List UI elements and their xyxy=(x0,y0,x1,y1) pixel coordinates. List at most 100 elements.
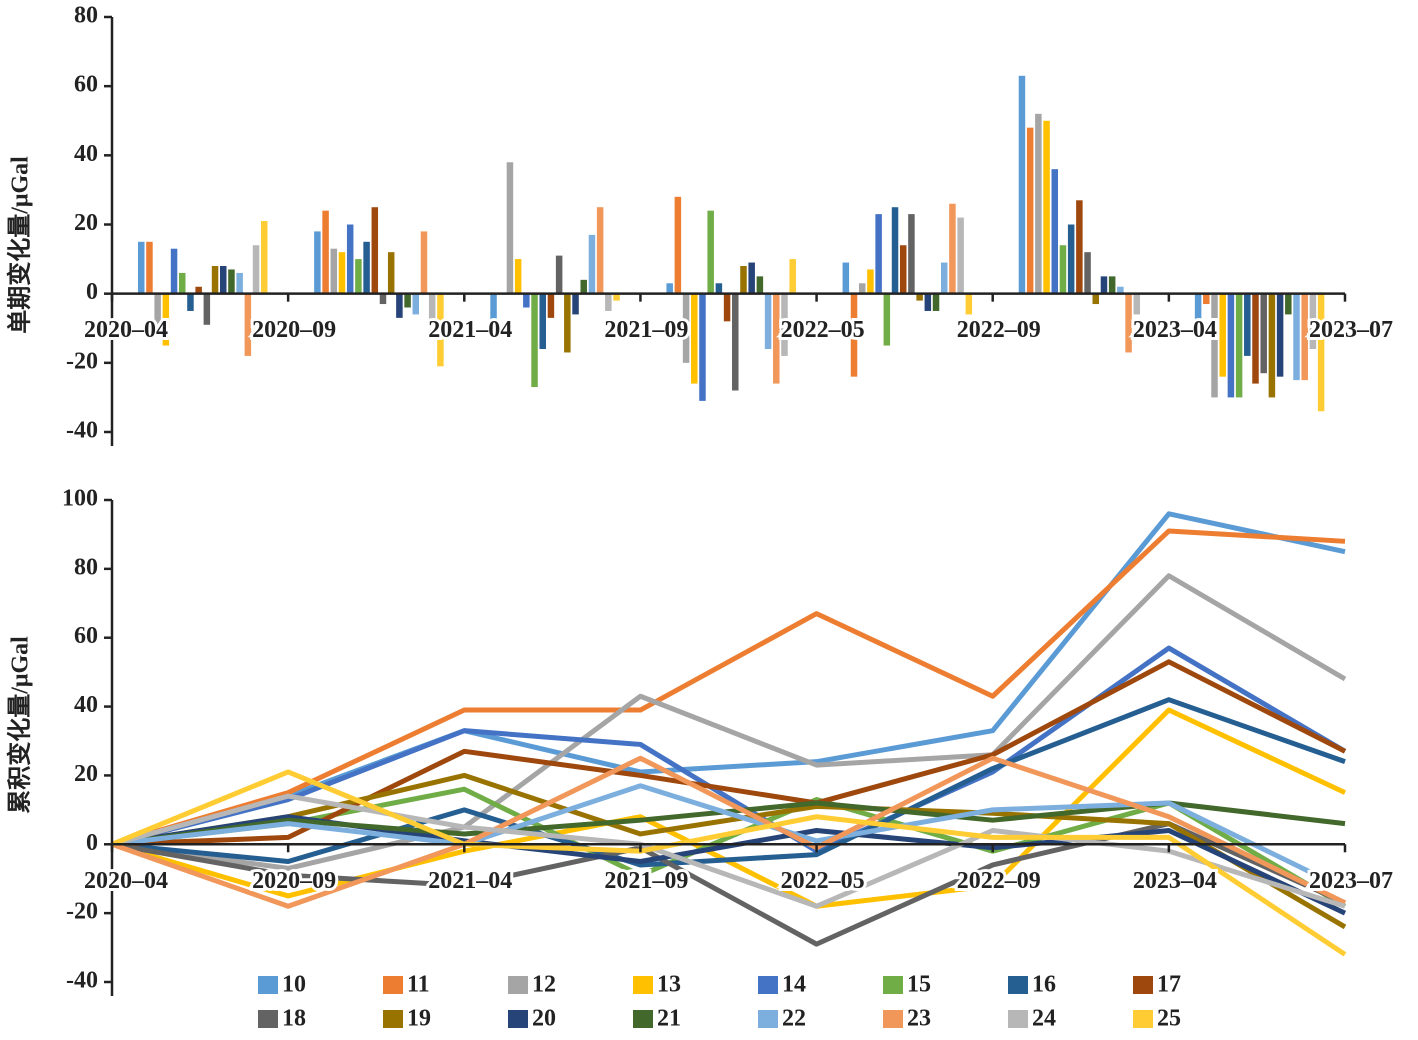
bar xyxy=(179,272,186,294)
legend-label: 10 xyxy=(282,972,306,998)
legend-label: 15 xyxy=(907,972,931,998)
y-tick-label: 0 xyxy=(86,830,98,856)
bar xyxy=(220,266,227,294)
x-tick-label xl: 2023–04 xyxy=(1133,868,1217,894)
bar xyxy=(1260,293,1267,374)
bar xyxy=(1203,293,1210,305)
bar xyxy=(1067,224,1075,294)
line xyxy=(111,821,1347,947)
y-tick-label: -40 xyxy=(66,418,98,444)
bar xyxy=(715,283,723,294)
bar xyxy=(162,293,170,346)
bar xyxy=(1285,293,1292,315)
bar xyxy=(379,293,387,305)
x-tick-label xl: 2022–05 xyxy=(781,868,865,894)
legend-label: 23 xyxy=(907,1006,931,1032)
bar xyxy=(203,293,211,325)
x-tick-label xl: 2020–09 xyxy=(252,317,336,343)
legend-swatch xyxy=(258,1010,278,1028)
bar xyxy=(428,293,436,325)
bar xyxy=(547,293,555,318)
bar xyxy=(781,293,788,356)
legend-label: 13 xyxy=(657,972,681,998)
line xyxy=(111,793,1346,909)
bar xyxy=(1076,200,1083,294)
y-tick-label: 20 xyxy=(74,761,98,787)
bar xyxy=(1117,286,1124,294)
bar xyxy=(506,162,514,294)
bar xyxy=(1018,75,1026,294)
bar xyxy=(613,293,620,301)
bar xyxy=(932,293,940,311)
bar xyxy=(965,293,973,315)
bar xyxy=(1051,169,1059,294)
bar xyxy=(916,293,923,301)
x-tick-label xl: 2021–04 xyxy=(428,868,512,894)
bar xyxy=(1211,293,1218,398)
bar xyxy=(355,259,362,294)
legend-label: 11 xyxy=(407,972,430,998)
line xyxy=(111,772,1347,930)
bar xyxy=(756,276,764,294)
y-axis-label: 单期变化量/μGal xyxy=(6,156,34,334)
bar xyxy=(1219,293,1226,377)
bar xyxy=(764,293,772,349)
bar xyxy=(322,210,329,294)
legend-swatch xyxy=(883,1010,903,1028)
legend-swatch xyxy=(633,1010,653,1028)
legend-swatch xyxy=(883,976,903,994)
bar xyxy=(1035,113,1042,294)
bar xyxy=(412,293,420,315)
bar xyxy=(748,262,755,294)
bar xyxy=(1301,293,1308,381)
bar xyxy=(1317,293,1325,412)
bar xyxy=(682,293,690,363)
line xyxy=(111,783,1347,892)
bar xyxy=(420,231,428,294)
bar xyxy=(572,293,579,315)
legend-label: 17 xyxy=(1157,972,1181,998)
bar xyxy=(957,217,964,294)
legend-swatch xyxy=(1008,1010,1028,1028)
bar xyxy=(1043,120,1050,294)
legend-swatch xyxy=(383,976,403,994)
legend-swatch xyxy=(1008,976,1028,994)
bar xyxy=(699,293,706,401)
bar xyxy=(371,207,379,294)
y-tick-label: 40 xyxy=(74,692,98,718)
bar xyxy=(773,293,780,384)
y-tick-label: -40 xyxy=(66,968,98,994)
bar xyxy=(875,214,882,294)
bar xyxy=(523,293,530,308)
bar xyxy=(1100,276,1108,294)
bar xyxy=(1059,245,1067,294)
legend-label: 19 xyxy=(407,1006,431,1032)
bar xyxy=(924,293,932,311)
x-tick-label xl: 2021–04 xyxy=(428,317,512,343)
legend-swatch xyxy=(383,1010,403,1028)
bar xyxy=(211,266,219,294)
bar xyxy=(531,293,538,388)
bar xyxy=(596,207,604,294)
bar xyxy=(1268,293,1276,398)
bar xyxy=(740,266,747,294)
bar xyxy=(1133,293,1141,315)
bar xyxy=(707,210,714,294)
x-tick-label xl: 2023–07 xyxy=(1309,868,1393,894)
legend-swatch xyxy=(1133,976,1153,994)
bar xyxy=(883,293,891,346)
x-tick-label xl: 2020–04 xyxy=(84,868,168,894)
bar xyxy=(387,252,395,294)
legend-swatch xyxy=(633,976,653,994)
line xyxy=(111,697,1346,868)
x-tick-label xl: 2020–09 xyxy=(252,868,336,894)
bar xyxy=(949,203,956,294)
line xyxy=(111,755,1347,909)
legend-label: 20 xyxy=(532,1006,556,1032)
legend-label: 22 xyxy=(782,1006,806,1032)
bar xyxy=(244,293,252,356)
legend-swatch xyxy=(258,976,278,994)
bar xyxy=(346,224,354,294)
x-tick-label xl: 2020–04 xyxy=(84,317,168,343)
bar xyxy=(580,279,587,294)
